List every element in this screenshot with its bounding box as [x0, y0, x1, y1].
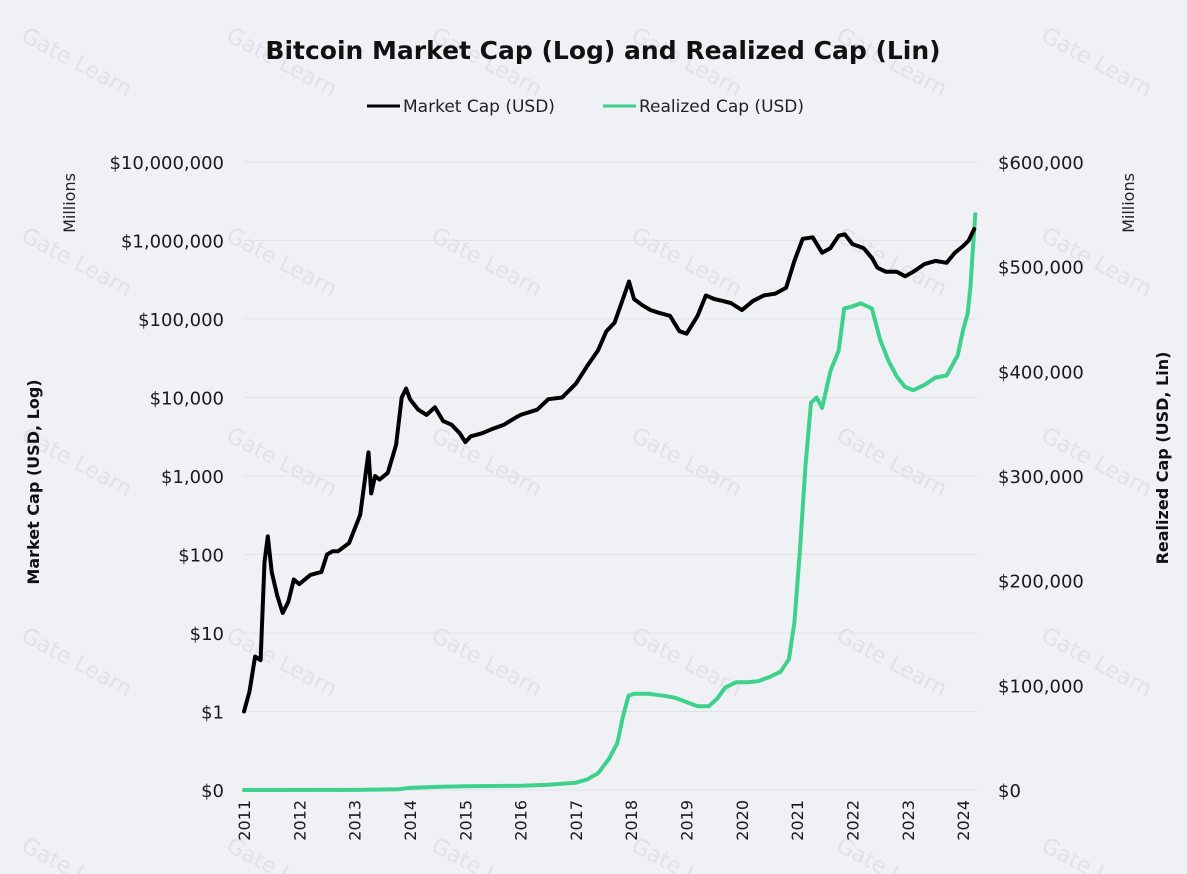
watermark-text: Gate Learn — [17, 833, 136, 874]
watermark-text: Gate Learn — [17, 23, 136, 102]
x-tick-label: 2011 — [235, 800, 254, 841]
right-tick-label: $300,000 — [998, 467, 1084, 488]
left-axis-title: Market Cap (USD, Log) — [24, 379, 43, 584]
left-tick-label: $100 — [178, 546, 224, 567]
right-tick-label: $0 — [998, 781, 1021, 802]
left-tick-label: $100,000 — [138, 310, 224, 331]
x-tick-label: 2018 — [622, 800, 641, 841]
right-tick-label: $200,000 — [998, 572, 1084, 593]
watermark-text: Gate Learn — [427, 623, 546, 702]
x-axis-ticks: 2011 2012 2013 2014 2015 2016 2017 2018 2019 2020… — [235, 800, 973, 841]
x-tick-label: 2019 — [678, 800, 697, 841]
watermark-text: Gate Learn — [222, 423, 341, 502]
watermark-text: Gate Learn — [1037, 833, 1156, 874]
series-line-market-cap-usd — [242, 227, 977, 714]
x-tick-label: 2021 — [788, 800, 807, 841]
right-axis-unit: Millions — [1119, 173, 1138, 233]
left-tick-label: $1 — [201, 703, 224, 724]
legend-realized-cap-label: Realized Cap (USD) — [639, 97, 804, 117]
x-tick-label: 2014 — [401, 800, 420, 841]
watermark-text: Gate Learn — [17, 623, 136, 702]
legend: Market Cap (USD) Realized Cap (USD) — [367, 97, 804, 117]
right-axis-ticks: $0 $100,000 $200,000 $300,000 $400,000 $500,0… — [998, 153, 1084, 802]
x-tick-label: 2023 — [899, 800, 918, 841]
x-tick-label: 2024 — [954, 800, 973, 841]
right-tick-label: $600,000 — [998, 153, 1084, 174]
x-tick-label: 2022 — [844, 800, 863, 841]
watermark-text: Gate Learn — [627, 223, 746, 302]
x-tick-label: 2012 — [290, 800, 309, 841]
left-tick-label: $10 — [190, 624, 224, 645]
legend-market-cap-label: Market Cap (USD) — [403, 97, 555, 117]
series-line-realized-cap-usd — [242, 212, 978, 792]
watermark-text: Gate Learn — [427, 423, 546, 502]
watermark-text: Gate Learn — [627, 423, 746, 502]
left-tick-label: $1,000 — [161, 467, 224, 488]
left-tick-label: $10,000 — [150, 389, 224, 410]
left-axis-ticks: $0 $1 $10 $100 $1,000 $10,000 $100,000 $1,000,0… — [109, 153, 224, 802]
right-tick-label: $500,000 — [998, 258, 1084, 279]
x-tick-label: 2016 — [512, 800, 531, 841]
gridlines — [244, 161, 977, 791]
x-tick-label: 2015 — [456, 800, 475, 841]
watermark-text: Gate Learn — [1037, 423, 1156, 502]
watermark-text: Gate Learn — [17, 223, 136, 302]
watermark-text: Gate Learn — [832, 423, 951, 502]
left-tick-label: $0 — [201, 781, 224, 802]
watermark-text: Gate Learn — [1037, 23, 1156, 102]
right-tick-label: $100,000 — [998, 676, 1084, 697]
chart-title: Bitcoin Market Cap (Log) and Realized Ca… — [265, 36, 940, 65]
left-axis-unit: Millions — [60, 173, 79, 233]
left-tick-label: $1,000,000 — [121, 232, 224, 253]
watermark-text: Gate Learn — [427, 223, 546, 302]
watermark-text: Gate Learn — [832, 623, 951, 702]
right-tick-label: $400,000 — [998, 362, 1084, 383]
watermark-text: Gate Learn — [222, 623, 341, 702]
watermark-text: Gate Learn — [627, 623, 746, 702]
watermark-text: Gate Learn — [222, 223, 341, 302]
x-tick-label: 2020 — [733, 800, 752, 841]
left-tick-label: $10,000,000 — [109, 153, 224, 174]
series-layer — [242, 212, 978, 792]
watermark-layer: Gate Learn Gate Learn Gate Learn Gate Learn… — [17, 23, 1156, 874]
x-tick-label: 2013 — [346, 800, 365, 841]
x-tick-label: 2017 — [567, 800, 586, 841]
right-axis-title: Realized Cap (USD, Lin) — [1153, 352, 1172, 565]
